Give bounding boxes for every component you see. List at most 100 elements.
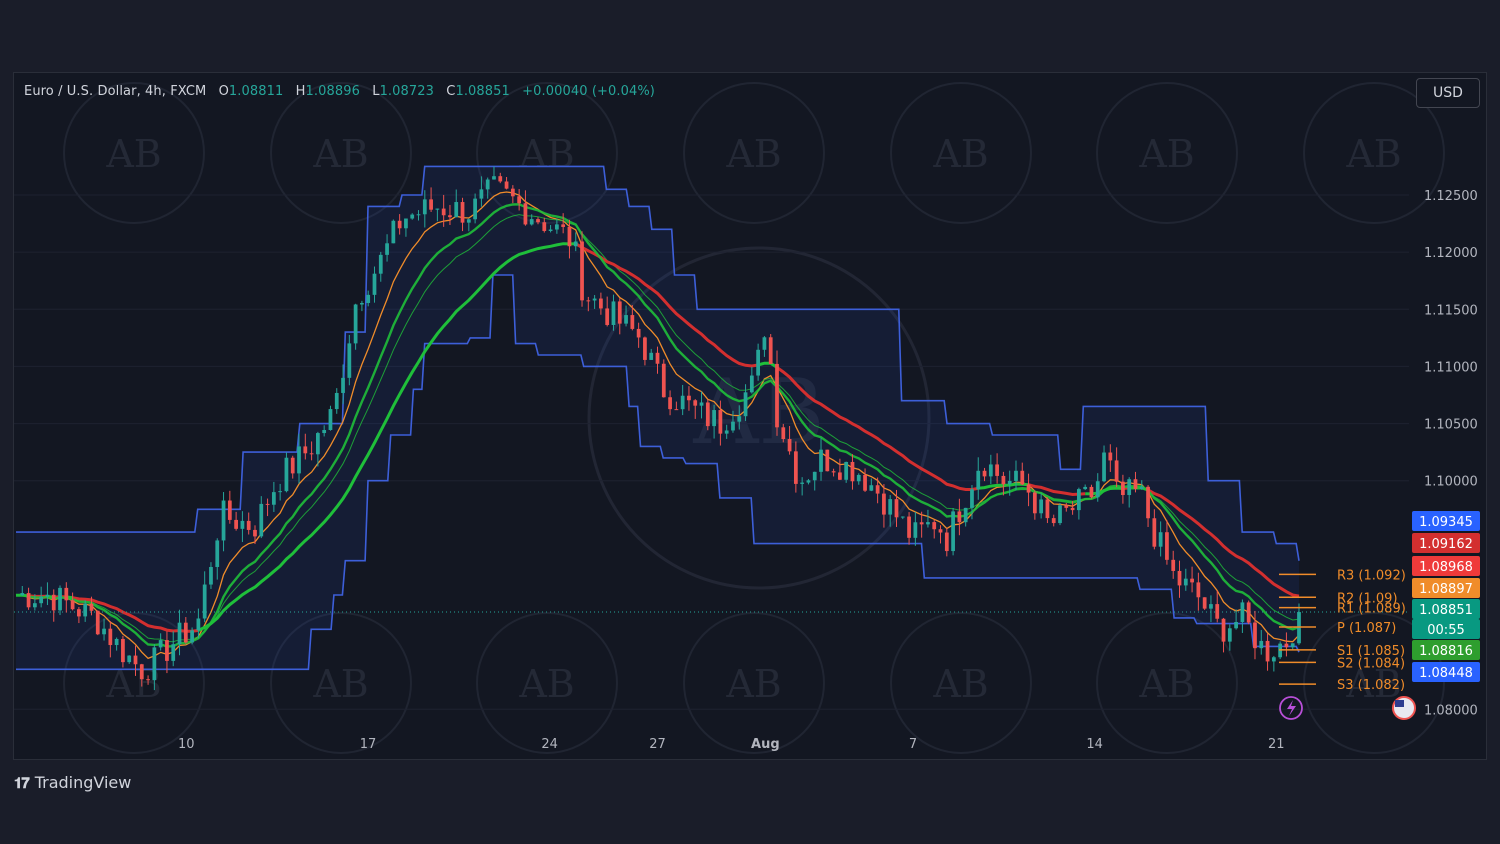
candle-body	[580, 241, 584, 301]
candle-body	[693, 400, 698, 406]
candle-body	[1051, 518, 1056, 524]
candle-body	[1190, 578, 1194, 583]
candle-body	[926, 522, 930, 525]
candle-body	[246, 520, 251, 530]
candle-body	[1070, 507, 1075, 511]
pivot-levels: R3 (1.092) R2 (1.09)R1 (1.089) P (1.087) S1…	[1279, 568, 1406, 693]
candle-body	[1014, 470, 1018, 481]
ema-slow-line	[1147, 488, 1300, 598]
pivot-label: S1 (1.085)	[1337, 644, 1405, 659]
watermark-seal	[63, 612, 205, 754]
candle-body	[643, 337, 647, 360]
price-tag: 1.08851	[1412, 599, 1480, 619]
candle-body	[743, 392, 748, 417]
candle-body	[360, 302, 364, 305]
candle-body	[404, 218, 408, 229]
time-tick-label: 14	[1086, 737, 1103, 752]
watermark-seal	[1096, 612, 1238, 754]
watermark-text: AB	[518, 132, 574, 176]
watermark-text: AB	[932, 662, 988, 706]
candle-body	[316, 433, 320, 455]
candle-body	[177, 622, 182, 645]
candle-body	[599, 298, 603, 309]
candle-body	[498, 176, 503, 182]
candle-body	[473, 198, 477, 220]
candle-body	[1152, 518, 1157, 547]
candle-body	[1284, 643, 1289, 648]
low-label: L	[372, 84, 380, 99]
candle-body	[1076, 489, 1081, 511]
candle-body	[1127, 479, 1132, 496]
candle-body	[454, 202, 459, 218]
candle-body	[554, 224, 559, 230]
candle-body	[712, 410, 716, 427]
chart-panel[interactable]: AB AB AB AB AB AB AB AB AB AB AB AB AB AB AB R3 (1.092…	[13, 72, 1487, 760]
candle-body	[466, 219, 471, 223]
candle-body	[900, 516, 905, 518]
watermark-text: AB	[725, 662, 781, 706]
symbol-title: Euro / U.S. Dollar, 4h, FXCM	[24, 84, 207, 99]
lightning-icon[interactable]	[1279, 696, 1303, 720]
price-tick-label: 1.12500	[1424, 189, 1478, 204]
candle-body	[265, 503, 270, 505]
candle-body	[1058, 505, 1062, 524]
candle-body	[850, 461, 855, 482]
candle-body	[416, 214, 421, 216]
brand-name: TradingView	[34, 773, 132, 792]
candle-body	[687, 395, 691, 401]
candle-body	[1246, 602, 1251, 623]
price-tag: 1.08448	[1412, 662, 1480, 682]
candle-body	[353, 304, 358, 344]
us-flag-icon[interactable]	[1392, 696, 1416, 720]
candle-body	[1215, 604, 1220, 619]
open-label: O	[218, 84, 229, 99]
channel-lower-line	[16, 274, 1300, 671]
candle-body	[303, 446, 308, 454]
time-tick-label: 27	[649, 737, 666, 752]
candle-body	[1265, 640, 1270, 662]
watermark-text: AB	[312, 662, 368, 706]
candle-body	[448, 215, 452, 218]
candle-body	[1039, 499, 1044, 514]
price-tag-box	[1412, 619, 1480, 639]
candle-body	[290, 457, 295, 474]
candle-body	[190, 630, 194, 643]
pivot-label: P (1.087)	[1337, 621, 1396, 636]
candle-body	[429, 199, 433, 210]
currency-button[interactable]: USD	[1416, 78, 1480, 108]
candle-body	[202, 584, 207, 619]
watermark-seal	[1303, 612, 1445, 754]
price-tick-label: 1.12000	[1424, 246, 1478, 261]
candle-body	[121, 638, 125, 663]
candle-body	[680, 395, 685, 410]
time-tick-label: 17	[360, 737, 377, 752]
candle-body	[1158, 532, 1163, 547]
candle-body	[146, 679, 150, 681]
candle-body	[1209, 604, 1213, 609]
candle-body	[1121, 481, 1125, 496]
candle-body	[278, 491, 283, 493]
time-axis: 10 17 24 27 Aug 7 14 21	[178, 737, 1285, 752]
price-tag-box	[1412, 578, 1480, 598]
candle-body	[919, 522, 924, 525]
candle-body	[102, 628, 106, 635]
candle-body	[322, 429, 327, 434]
price-tag-text: 1.08448	[1419, 666, 1473, 681]
candle-body	[756, 349, 761, 376]
candle-body	[441, 208, 446, 216]
candle-body	[825, 449, 830, 472]
time-tick-label: 24	[541, 737, 558, 752]
candle-body	[787, 439, 792, 452]
candle-body	[875, 485, 880, 494]
candle-body	[1259, 640, 1264, 649]
candle-body	[366, 294, 371, 303]
time-tick-label: 10	[178, 737, 195, 752]
candle-body	[536, 219, 540, 223]
price-tag-box	[1412, 511, 1480, 531]
tradingview-logo[interactable]: 𝟏𝟕 TradingView	[14, 773, 131, 792]
price-tick-label: 1.11000	[1424, 360, 1478, 375]
price-axis: 1.12500 1.12000 1.11500 1.11000 1.10500 1.100…	[1424, 189, 1478, 718]
candle-body	[523, 203, 528, 225]
